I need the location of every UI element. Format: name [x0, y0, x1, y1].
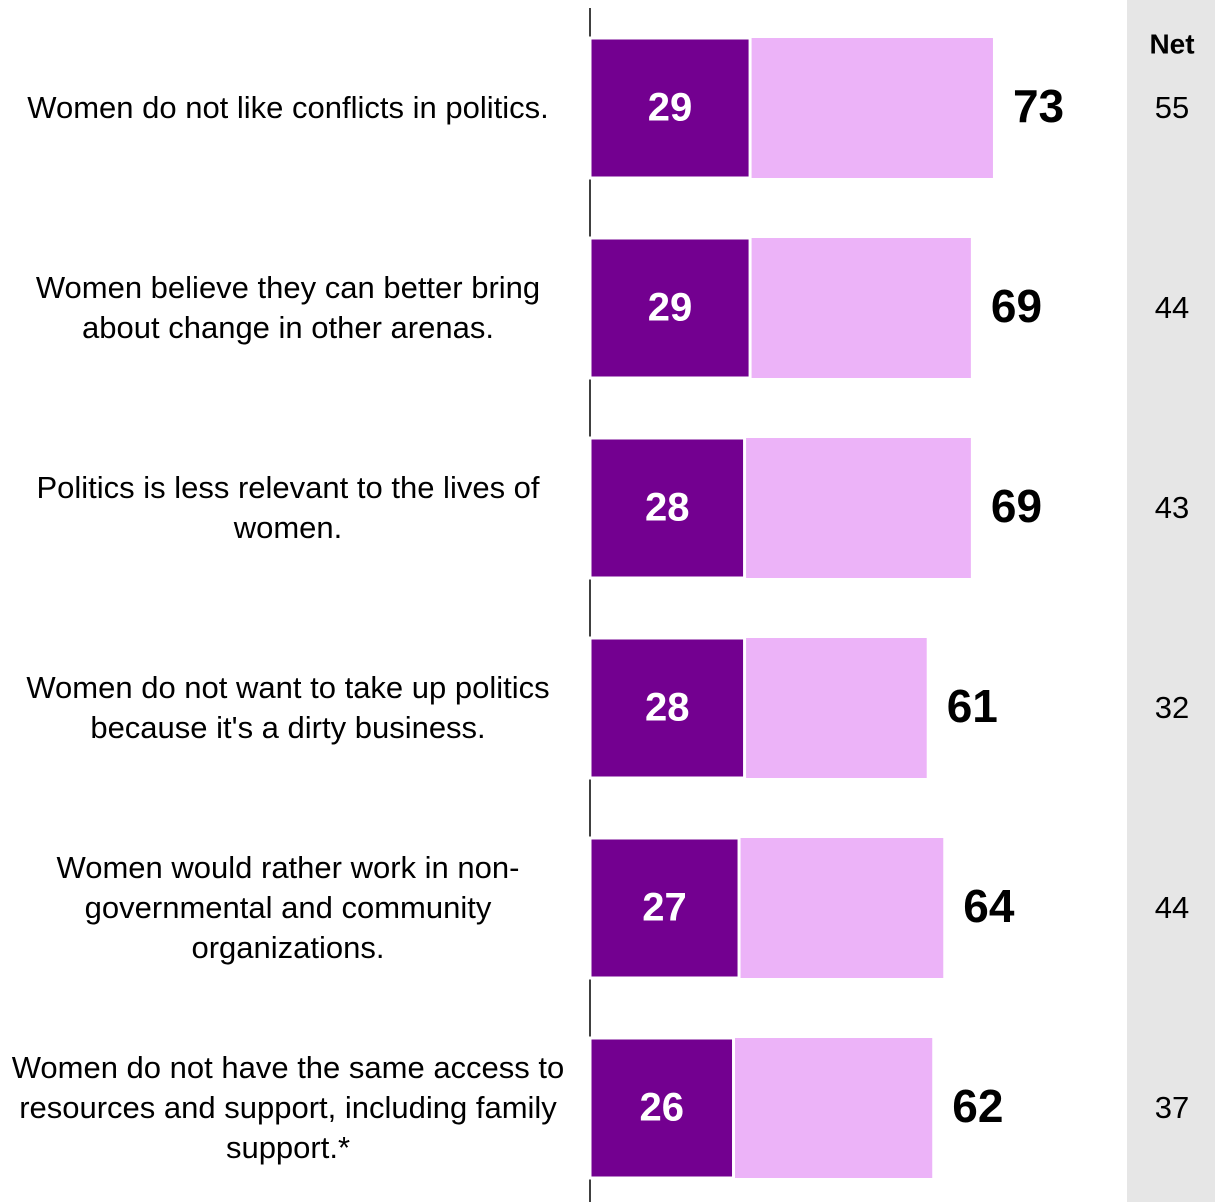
category-label: Women do not like conflicts in politics. [27, 90, 549, 125]
net-header: Net [1149, 28, 1194, 59]
category-label: Women do not have the same access to res… [11, 1050, 565, 1165]
total-label: 73 [1013, 80, 1064, 132]
total-label: 69 [991, 280, 1042, 332]
bar-segment [588, 636, 747, 780]
bar-segment [588, 236, 752, 380]
category-label: Women would rather work in non-governmen… [56, 850, 520, 965]
total-label: 64 [963, 880, 1015, 932]
segment-label: 28 [645, 686, 690, 730]
category-label: Women do not want to take up politics be… [26, 670, 550, 745]
net-value: 32 [1155, 690, 1189, 725]
category-label: Politics is less relevant to the lives o… [36, 470, 540, 545]
net-value: 44 [1155, 290, 1189, 325]
bar-segment [588, 1036, 736, 1180]
bar-segment [588, 836, 741, 980]
net-value: 43 [1155, 490, 1189, 525]
net-column [1127, 0, 1215, 1202]
net-value: 44 [1155, 890, 1189, 925]
bar-segment [588, 36, 752, 180]
segment-label: 28 [645, 486, 690, 530]
segment-label: 29 [648, 86, 693, 130]
total-label: 69 [991, 480, 1042, 532]
net-value: 37 [1155, 1090, 1189, 1125]
net-value: 55 [1155, 90, 1189, 125]
segment-label: 27 [642, 886, 687, 930]
total-label: 62 [952, 1080, 1003, 1132]
category-label: Women believe they can better bring abou… [35, 270, 541, 345]
total-label: 61 [947, 680, 998, 732]
bar-segment [588, 436, 747, 580]
segment-label: 29 [648, 286, 693, 330]
segment-label: 26 [640, 1086, 685, 1130]
